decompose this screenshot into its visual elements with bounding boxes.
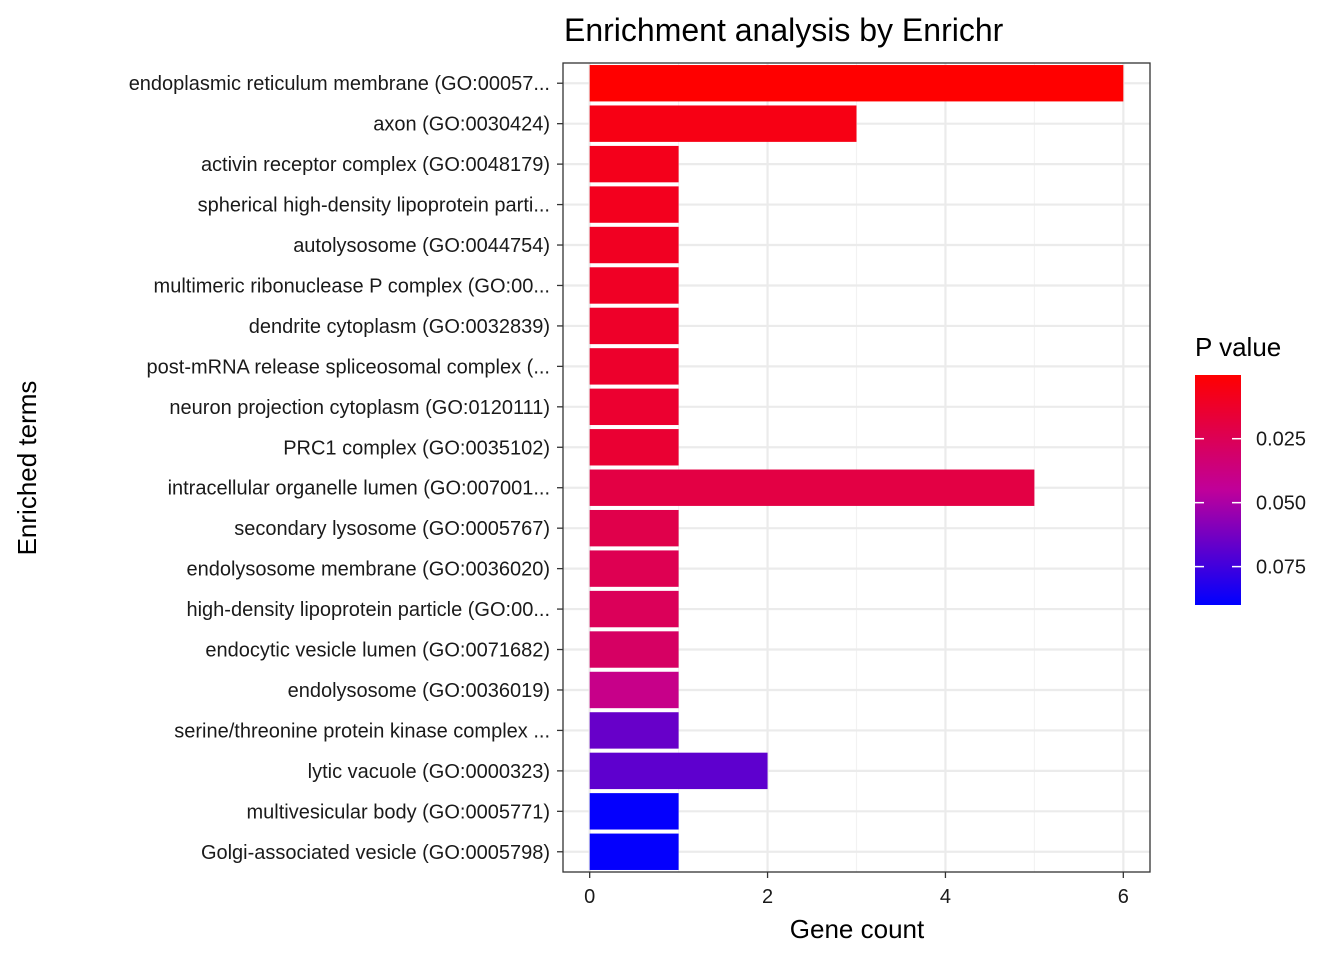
y-tick-label: serine/threonine protein kinase complex … (174, 720, 550, 742)
bar (589, 348, 679, 385)
y-tick-label: multimeric ribonuclease P complex (GO:00… (154, 275, 550, 297)
y-tick-label: Golgi-associated vesicle (GO:0005798) (201, 842, 550, 864)
bar (589, 550, 679, 587)
bar (589, 105, 857, 142)
y-tick-label: lytic vacuole (GO:0000323) (308, 761, 550, 783)
y-tick-label: autolysosome (GO:0044754) (293, 235, 550, 257)
bar (589, 186, 679, 223)
legend-title: P value (1195, 332, 1281, 362)
legend: P value 0.025 0.050 0.075 (1195, 332, 1306, 605)
y-axis-title: Enriched terms (12, 381, 42, 556)
bar (589, 509, 679, 547)
legend-tick-label: 0.050 (1256, 493, 1306, 515)
bars (589, 65, 1124, 870)
bar (589, 388, 679, 426)
legend-tick-label: 0.075 (1256, 557, 1306, 579)
y-tick-label: PRC1 complex (GO:0035102) (283, 437, 550, 459)
bar (589, 267, 679, 304)
x-tick-label: 0 (584, 886, 595, 908)
y-tick-label: endolysosome (GO:0036019) (288, 680, 550, 702)
bar (589, 469, 1035, 506)
y-tick-label: spherical high-density lipoprotein parti… (198, 195, 550, 217)
legend-tick-label: 0.025 (1256, 429, 1306, 451)
legend-ticks: 0.025 0.050 0.075 (1195, 429, 1306, 579)
bar (589, 833, 679, 870)
bar (589, 631, 679, 668)
y-tick-label: activin receptor complex (GO:0048179) (201, 154, 550, 176)
y-tick-label: endocytic vesicle lumen (GO:0071682) (205, 640, 550, 662)
y-tick-label: axon (GO:0030424) (373, 114, 550, 136)
bar (589, 712, 679, 749)
bar (589, 429, 679, 466)
bar (589, 590, 679, 628)
y-tick-label: endoplasmic reticulum membrane (GO:00057… (129, 73, 550, 95)
x-axis-title: Gene count (790, 914, 925, 944)
bar (589, 752, 768, 790)
legend-colorbar (1195, 375, 1241, 605)
chart-title: Enrichment analysis by Enrichr (564, 12, 1004, 48)
x-tick-label: 4 (940, 886, 951, 908)
y-tick-label: secondary lysosome (GO:0005767) (234, 518, 550, 540)
y-tick-label: post-mRNA release spliceosomal complex (… (147, 356, 550, 378)
bar (589, 671, 679, 709)
bar (589, 793, 679, 830)
y-tick-label: multivesicular body (GO:0005771) (247, 801, 550, 823)
bar (589, 65, 1124, 102)
y-tick-label: high-density lipoprotein particle (GO:00… (186, 599, 550, 621)
x-tick-label: 6 (1118, 886, 1129, 908)
x-tick-label: 2 (762, 886, 773, 908)
y-tick-label: intracellular organelle lumen (GO:007001… (168, 478, 550, 500)
plot-border (562, 62, 1151, 873)
y-tick-label: dendrite cytoplasm (GO:0032839) (249, 316, 550, 338)
x-axis-ticks: 0 2 4 6 (584, 872, 1129, 908)
y-tick-label: neuron projection cytoplasm (GO:0120111) (169, 397, 550, 419)
y-axis-ticks: endoplasmic reticulum membrane (GO:00057… (129, 73, 563, 864)
y-tick-label: endolysosome membrane (GO:0036020) (186, 559, 550, 581)
bar (589, 226, 679, 264)
bar (589, 145, 679, 183)
bar (589, 307, 679, 345)
